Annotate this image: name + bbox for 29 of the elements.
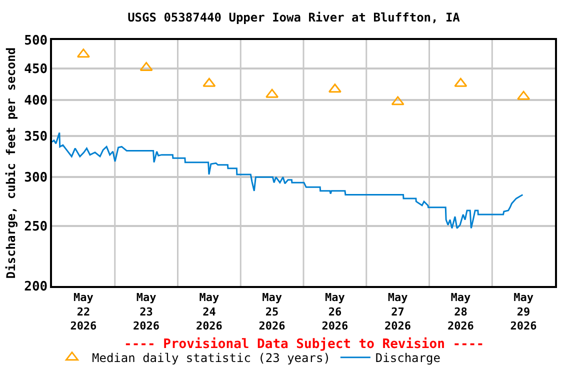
- y-tick-label: 250: [24, 220, 48, 235]
- text: ---- Provisional Data Subject to Revision ----: [124, 337, 484, 352]
- x-tick-label: May 29 2026: [510, 290, 538, 333]
- y-tick-label: 300: [24, 170, 48, 186]
- x-tick-label: May 26 2026: [322, 290, 349, 333]
- point: [391, 96, 404, 106]
- legend-label: Median daily statistic (23 years): [92, 351, 330, 366]
- point: [76, 48, 90, 58]
- x-tick-label: May 23 2026: [133, 290, 160, 333]
- point: [328, 84, 342, 93]
- x-tick-label: May 25 2026: [258, 290, 286, 333]
- point: [266, 88, 279, 98]
- x-tick-label: May 27 2026: [384, 290, 412, 333]
- y-tick-label: 400: [24, 93, 48, 108]
- x-tick-label: May 28 2026: [447, 290, 474, 333]
- y-tick-label: 350: [24, 129, 48, 144]
- y-tick-label: 500: [24, 34, 48, 49]
- line-series: [52, 132, 524, 229]
- point: [202, 78, 216, 87]
- point: [140, 62, 153, 71]
- y-tick-label: 200: [24, 280, 48, 295]
- point: [454, 78, 468, 87]
- x-tick-label: May 24 2026: [196, 290, 223, 333]
- y-axis-title: Discharge, cubic feet per second: [4, 47, 18, 279]
- y-tick-label: 450: [24, 62, 48, 77]
- point: [517, 90, 530, 100]
- legend-label: Discharge: [375, 351, 440, 366]
- x-tick-label: May 22 2026: [70, 290, 98, 333]
- chart-title: USGS 05387440 Upper Iowa River at Bluffton, IA: [128, 10, 461, 24]
